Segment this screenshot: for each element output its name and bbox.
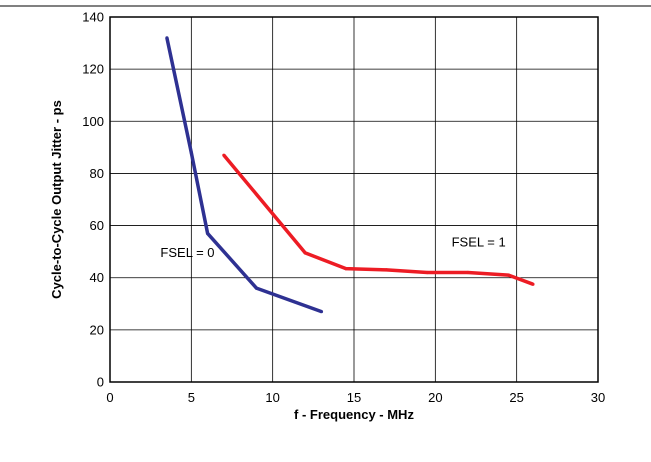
x-tick-label: 30 [591, 390, 605, 405]
annotations: FSEL = 0 FSEL = 1 [160, 234, 505, 259]
series-1-point [303, 251, 307, 255]
x-tick-labels: 0 5 10 15 20 25 30 [106, 390, 605, 405]
y-tick-label: 100 [82, 114, 104, 129]
x-tick-label: 10 [265, 390, 279, 405]
y-tick-label: 20 [90, 322, 104, 337]
series-1-point [222, 153, 226, 157]
y-tick-label: 0 [97, 375, 104, 390]
series-1-point [384, 268, 389, 272]
series-line-0 [165, 37, 323, 314]
y-tick-label: 140 [82, 10, 104, 25]
series-1-point [506, 273, 511, 277]
series-group [165, 36, 535, 314]
x-tick-label: 25 [509, 390, 523, 405]
series-0-point [165, 36, 169, 40]
x-tick-label: 15 [347, 390, 361, 405]
series-0-point [254, 286, 258, 290]
y-tick-label: 40 [90, 270, 104, 285]
plot-frame [109, 16, 599, 383]
series-0-point [189, 150, 193, 155]
grid [110, 17, 598, 382]
series-1-point [344, 266, 348, 271]
y-tick-label: 60 [90, 218, 104, 233]
annotation-label: FSEL = 0 [160, 245, 214, 260]
series-1-point [466, 270, 470, 275]
x-tick-label: 20 [428, 390, 442, 405]
annotation-label: FSEL = 1 [452, 234, 506, 249]
x-tick-label: 0 [106, 390, 113, 405]
series-1-point [531, 282, 535, 286]
x-axis-title: f - Frequency - MHz [294, 407, 414, 422]
y-tick-labels: 0 20 40 60 80 100 120 140 [82, 10, 104, 390]
series-1-point [425, 270, 429, 275]
series-line-1 [222, 154, 534, 286]
y-tick-label: 120 [82, 62, 104, 77]
y-axis-title: Cycle-to-Cycle Output Jitter - ps [49, 100, 64, 299]
series-0-point [319, 310, 324, 314]
x-tick-label: 5 [188, 390, 195, 405]
y-tick-label: 80 [90, 166, 104, 181]
series-0-point [206, 231, 210, 235]
